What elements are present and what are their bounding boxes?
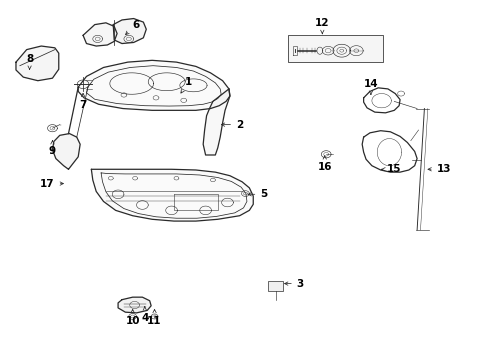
Text: 17: 17 (40, 179, 63, 189)
Polygon shape (16, 46, 59, 81)
Text: 1: 1 (181, 77, 192, 93)
Text: 6: 6 (125, 19, 140, 35)
Text: 15: 15 (381, 164, 401, 174)
Polygon shape (203, 89, 229, 155)
Bar (267, 282, 283, 292)
Text: 5: 5 (247, 189, 267, 199)
Polygon shape (78, 60, 229, 111)
Polygon shape (83, 23, 117, 46)
Text: 10: 10 (125, 310, 140, 326)
Text: 12: 12 (314, 18, 329, 33)
Polygon shape (91, 169, 253, 221)
Text: 3: 3 (284, 279, 304, 289)
Text: 14: 14 (363, 78, 377, 94)
Text: 2: 2 (221, 120, 243, 130)
Text: 13: 13 (427, 164, 450, 174)
Text: 8: 8 (26, 54, 33, 69)
Text: 11: 11 (147, 310, 162, 326)
Text: 4: 4 (141, 307, 148, 323)
Text: 9: 9 (49, 141, 56, 157)
Polygon shape (118, 297, 151, 313)
Text: 16: 16 (317, 156, 331, 172)
Text: 7: 7 (79, 93, 86, 110)
Polygon shape (52, 134, 80, 169)
Bar (287, 35, 382, 62)
Polygon shape (113, 18, 146, 44)
